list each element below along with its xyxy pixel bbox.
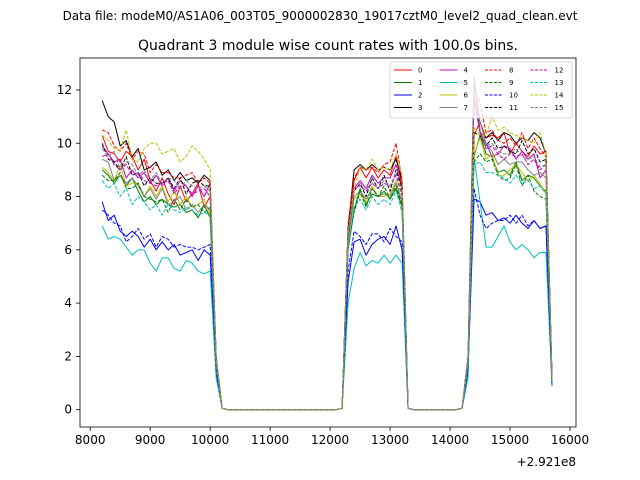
x-tick-label: 9000 bbox=[135, 433, 166, 447]
suptitle: Data file: modeM0/AS1A06_003T05_90000028… bbox=[63, 9, 578, 23]
legend-label-1: 1 bbox=[418, 79, 422, 87]
x-tick-label: 11000 bbox=[251, 433, 289, 447]
x-tick-label: 14000 bbox=[431, 433, 469, 447]
y-tick-label: 4 bbox=[64, 296, 72, 310]
y-tick-label: 6 bbox=[64, 243, 72, 257]
legend-label-13: 13 bbox=[555, 79, 564, 87]
x-axis-offset-label: +2.921e8 bbox=[517, 455, 576, 469]
x-tick-label: 13000 bbox=[371, 433, 409, 447]
y-tick-label: 0 bbox=[64, 403, 72, 417]
x-tick-label: 15000 bbox=[491, 433, 529, 447]
axes-frame bbox=[79, 57, 577, 428]
y-tick-label: 10 bbox=[57, 136, 72, 150]
legend-label-6: 6 bbox=[464, 92, 469, 100]
legend-label-10: 10 bbox=[509, 92, 518, 100]
legend-label-14: 14 bbox=[555, 92, 564, 100]
legend-label-0: 0 bbox=[418, 67, 422, 75]
y-tick-label: 12 bbox=[57, 83, 72, 97]
x-tick-label: 10000 bbox=[191, 433, 229, 447]
legend-label-8: 8 bbox=[509, 67, 513, 75]
legend-label-5: 5 bbox=[464, 79, 468, 87]
y-tick-label: 2 bbox=[64, 349, 72, 363]
chart-title: Quadrant 3 module wise count rates with … bbox=[138, 38, 518, 54]
legend-box bbox=[389, 61, 573, 119]
legend-label-2: 2 bbox=[418, 92, 422, 100]
legend-label-11: 11 bbox=[509, 104, 518, 112]
x-tick-label: 12000 bbox=[311, 433, 349, 447]
legend-label-9: 9 bbox=[509, 79, 513, 87]
legend-label-4: 4 bbox=[464, 67, 469, 75]
legend-label-3: 3 bbox=[418, 104, 422, 112]
y-tick-label: 8 bbox=[64, 190, 72, 204]
plot-area: 8000 9000 10000 11000 12000 13000 14000 15000 16… bbox=[57, 57, 589, 447]
legend-label-7: 7 bbox=[464, 104, 468, 112]
x-tick-label: 8000 bbox=[75, 433, 106, 447]
series-line-11 bbox=[101, 132, 553, 411]
legend-label-15: 15 bbox=[555, 104, 564, 112]
series-lines bbox=[101, 76, 553, 411]
x-tick-label: 16000 bbox=[551, 433, 589, 447]
legend-label-12: 12 bbox=[555, 67, 564, 75]
